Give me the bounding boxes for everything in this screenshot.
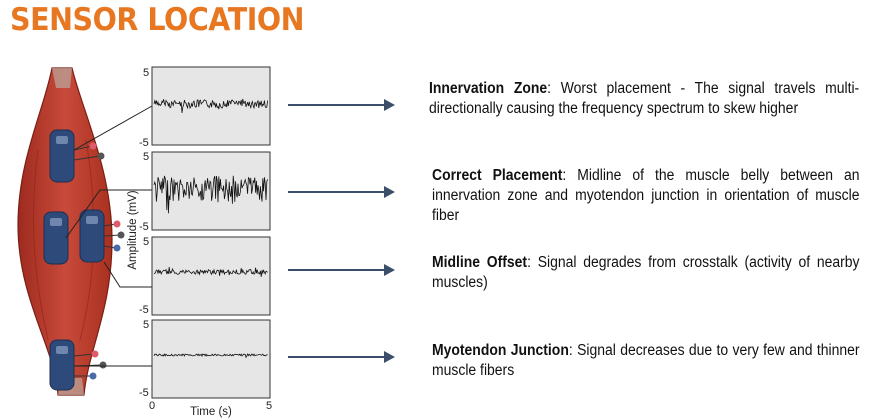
page-title: SENSOR LOCATION <box>10 2 305 38</box>
desc-midline-offset: Midline Offset: Signal degrades from cro… <box>432 253 860 293</box>
signal-midline-offset <box>153 266 268 277</box>
sensor-correct-placement <box>43 211 69 265</box>
tick-y-top-3: 5 <box>143 236 149 248</box>
desc-text-correct-placement: : Midline of the muscle belly between an… <box>432 167 860 224</box>
tick-y-top-2: 5 <box>143 151 149 163</box>
signal-myotendon-junction <box>153 353 268 359</box>
desc-title-midline-offset: Midline Offset <box>432 254 528 271</box>
connector-lines <box>65 105 153 367</box>
desc-innervation-zone: Innervation Zone: Worst placement - The … <box>429 79 859 119</box>
sensor-myotendon-junction <box>49 339 107 391</box>
sensor-innervation-zone <box>49 129 105 183</box>
signal-correct-placement <box>153 175 268 214</box>
tick-y-top-1: 5 <box>143 67 149 79</box>
arrow-correct-placement <box>288 186 395 198</box>
tick-y-bottom-4: -5 <box>139 387 149 399</box>
y-axis-label: Amplitude (mV) <box>127 190 139 269</box>
desc-title-correct-placement: Correct Placement <box>432 167 563 184</box>
signal-innervation-zone <box>153 98 268 114</box>
emg-panels <box>151 66 271 399</box>
x-axis-label: Time (s) <box>190 406 232 418</box>
desc-text-midline-offset: : Signal degrades from crosstalk (activi… <box>432 254 860 291</box>
sensor-midline-offset <box>79 209 125 263</box>
tick-x-end: 5 <box>266 400 272 412</box>
arrow-innervation-zone <box>288 99 395 111</box>
tick-y-bottom-3: -5 <box>139 304 149 316</box>
desc-text-myotendon-junction: : Signal decreases due to very few and t… <box>432 342 860 379</box>
tick-y-top-4: 5 <box>143 319 149 331</box>
desc-myotendon-junction: Myotendon Junction: Signal decreases due… <box>432 341 860 381</box>
desc-text-innervation-zone: : Worst placement - The signal travels m… <box>429 80 860 117</box>
arrow-myotendon-junction <box>288 351 395 363</box>
tick-y-bottom-1: -5 <box>139 137 149 149</box>
arrow-midline-offset <box>288 264 395 276</box>
desc-title-myotendon-junction: Myotendon Junction <box>432 342 569 359</box>
tick-y-bottom-2: -5 <box>139 221 149 233</box>
desc-correct-placement: Correct Placement: Midline of the muscle… <box>432 166 860 226</box>
desc-title-innervation-zone: Innervation Zone <box>429 80 548 97</box>
tick-x-start: 0 <box>149 400 155 412</box>
